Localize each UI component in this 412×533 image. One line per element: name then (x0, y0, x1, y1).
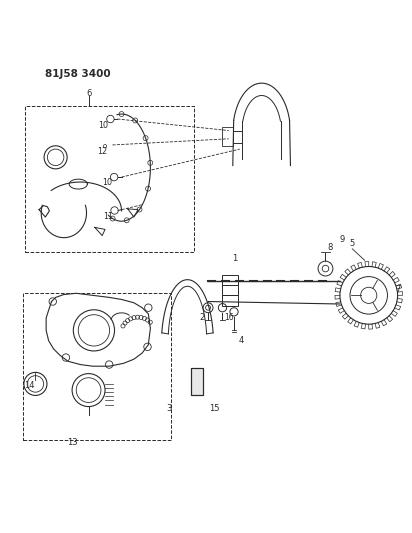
Text: 11: 11 (103, 212, 113, 221)
Text: 14: 14 (24, 382, 35, 391)
Text: 15: 15 (209, 404, 220, 413)
Bar (222, 127, 233, 146)
Bar (23, 293, 171, 440)
Text: 4: 4 (239, 336, 243, 345)
Text: 1: 1 (232, 254, 237, 263)
Text: 3: 3 (166, 404, 172, 413)
Bar (222, 295, 238, 305)
Text: 8: 8 (327, 244, 332, 253)
Text: 12: 12 (97, 148, 107, 157)
Text: 9: 9 (339, 235, 344, 244)
Bar (222, 285, 238, 295)
Text: 81J58 3400: 81J58 3400 (45, 69, 111, 79)
Text: 7: 7 (395, 285, 400, 294)
Text: 16: 16 (224, 313, 234, 322)
Text: 10: 10 (98, 120, 108, 130)
Bar (191, 368, 203, 395)
Bar (191, 368, 203, 395)
Text: 5: 5 (350, 239, 355, 248)
Text: 2: 2 (199, 313, 204, 322)
Bar (25, 106, 194, 252)
Text: 6: 6 (86, 89, 91, 98)
Bar (222, 274, 238, 285)
Text: 13: 13 (67, 438, 77, 447)
Text: 10: 10 (102, 179, 112, 188)
